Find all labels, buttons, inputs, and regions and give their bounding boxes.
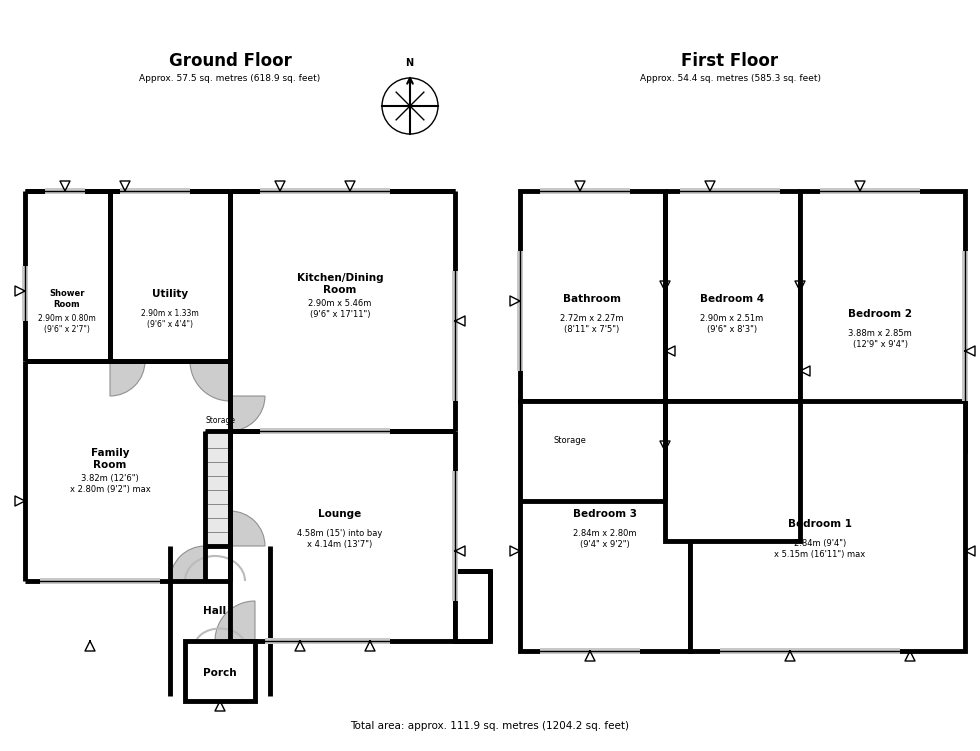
Wedge shape [800,411,840,451]
Bar [205,431,230,546]
Text: N: N [405,58,414,68]
Wedge shape [690,501,730,541]
Text: Total area: approx. 111.9 sq. metres (1204.2 sq. feet): Total area: approx. 111.9 sq. metres (12… [351,721,629,731]
Bar [820,188,920,194]
Text: Approx. 54.4 sq. metres (585.3 sq. feet): Approx. 54.4 sq. metres (585.3 sq. feet) [640,74,820,83]
Text: Porch: Porch [203,668,237,678]
Bar [185,641,255,701]
Wedge shape [650,501,690,541]
Text: Ground Floor: Ground Floor [169,52,291,70]
Bar [260,188,390,194]
Text: Bedroom 4: Bedroom 4 [700,294,764,304]
Bar [452,471,458,601]
Text: 2.84m x 2.80m
(9'4" x 9'2"): 2.84m x 2.80m (9'4" x 9'2") [573,529,637,549]
Bar [665,401,800,541]
Text: Kitchen/Dining
Room: Kitchen/Dining Room [297,273,383,295]
Text: Bedroom 2: Bedroom 2 [848,309,912,319]
Bar [455,571,490,641]
Bar [540,648,640,654]
Text: 2.72m x 2.27m
(8'11" x 7'5"): 2.72m x 2.27m (8'11" x 7'5") [561,315,623,333]
Text: Shower
Room: Shower Room [49,289,84,309]
Bar [670,401,795,531]
Wedge shape [110,361,145,396]
Text: Storage: Storage [205,417,235,426]
Text: Bedroom 1: Bedroom 1 [788,519,852,529]
Bar [45,188,85,194]
Wedge shape [800,401,840,441]
Bar [452,271,458,401]
Bar [517,251,523,371]
Text: 2.90m x 0.80m
(9'6" x 2'7"): 2.90m x 0.80m (9'6" x 2'7") [38,315,96,333]
Text: Family
Room: Family Room [91,448,129,470]
Bar [520,191,665,401]
Circle shape [382,78,438,134]
Text: Lounge: Lounge [318,509,362,519]
Text: 4.58m (15') into bay
x 4.14m (13'7"): 4.58m (15') into bay x 4.14m (13'7") [297,529,382,549]
Bar [40,578,160,584]
Bar [680,188,780,194]
Bar [800,191,965,451]
Text: Bathroom: Bathroom [563,294,621,304]
Bar [120,188,190,194]
Text: Approx. 57.5 sq. metres (618.9 sq. feet): Approx. 57.5 sq. metres (618.9 sq. feet) [139,74,320,83]
Text: Hall: Hall [204,606,226,616]
Text: First Floor: First Floor [681,52,778,70]
Wedge shape [215,601,255,641]
Text: 3.88m x 2.85m
(12'9" x 9'4"): 3.88m x 2.85m (12'9" x 9'4") [848,329,911,348]
Text: 2.90m x 5.46m
(9'6" x 17'11"): 2.90m x 5.46m (9'6" x 17'11") [309,300,371,318]
Bar [962,251,968,401]
Text: Utility: Utility [152,289,188,299]
Text: 2.90m x 2.51m
(9'6" x 8'3"): 2.90m x 2.51m (9'6" x 8'3") [701,315,763,333]
Wedge shape [190,361,230,401]
Bar [260,428,390,434]
Bar [265,638,390,644]
Text: 2.90m x 1.33m
(9'6" x 4'4"): 2.90m x 1.33m (9'6" x 4'4") [141,309,199,329]
Bar [22,266,28,321]
Bar [520,401,690,651]
Bar [690,401,965,651]
Wedge shape [170,546,205,581]
Text: Storage: Storage [554,436,586,445]
Wedge shape [230,511,265,546]
Text: 2.84m (9'4")
x 5.15m (16'11") max: 2.84m (9'4") x 5.15m (16'11") max [774,539,865,559]
Wedge shape [625,401,665,441]
Bar [540,188,630,194]
Text: 3.82m (12'6")
x 2.80m (9'2") max: 3.82m (12'6") x 2.80m (9'2") max [70,475,150,493]
Text: Bedroom 3: Bedroom 3 [573,509,637,519]
Wedge shape [230,396,265,431]
Bar [720,648,900,654]
